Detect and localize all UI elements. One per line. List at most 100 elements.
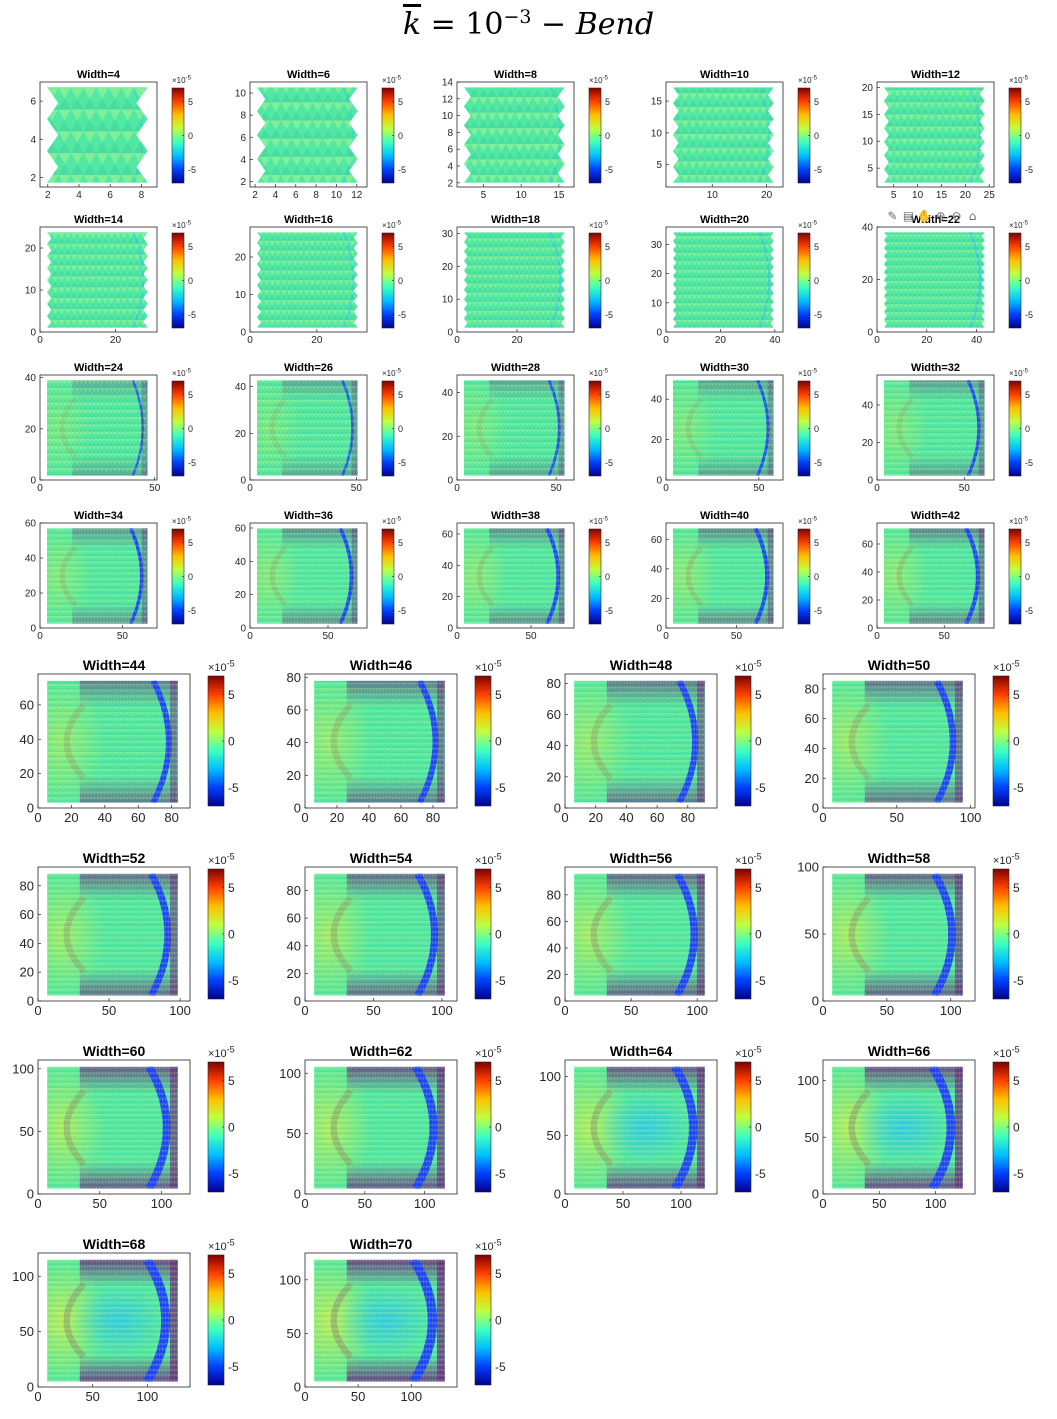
axes-box: [876, 374, 995, 481]
edge-notch: [770, 293, 774, 302]
x-tick-label: 12: [351, 190, 363, 201]
colorbar-tick-label: 0: [605, 572, 610, 582]
x-tick-label: 20: [960, 190, 972, 201]
colorbar-tick-label: 0: [188, 424, 193, 434]
x-tick-label: 50: [322, 631, 334, 642]
colorbar-tick-label: 5: [1025, 538, 1030, 548]
y-tick-label: 40: [547, 940, 561, 955]
y-tick-label: 0: [294, 994, 301, 1009]
panel-width-6: Width=6 2 4 6 8 10 12 2 4 6 8 10 5 0 -5 ×10-5: [218, 66, 423, 211]
x-tick-label: 8: [139, 190, 145, 201]
title-k-symbol: k: [402, 7, 422, 42]
edge-notch: [257, 135, 266, 159]
edge-notch: [353, 242, 358, 254]
colorbar-tick-label: 5: [228, 1267, 235, 1281]
y-tick-label: 8: [447, 128, 453, 139]
edge-notch: [981, 303, 985, 312]
colorbar-tick-label: 0: [495, 1314, 502, 1328]
home-icon[interactable]: ⌂: [968, 209, 977, 223]
y-tick-label: 60: [862, 540, 874, 551]
colorbar-exponent: ×10-5: [1009, 369, 1029, 379]
colorbar-tick-label: 5: [814, 242, 819, 252]
colorbar-tick-label: 0: [188, 276, 193, 286]
edge-notch: [143, 256, 148, 269]
panel-title: Width=22: [911, 214, 960, 226]
edge-notch: [143, 291, 148, 304]
edge-notch: [673, 249, 677, 259]
panel-width-58: Width=58 0 50 100 0 50 100 5 0 -5 ×10-5: [793, 843, 1055, 1033]
edge-notch: [353, 317, 358, 328]
panel-title: Width=24: [74, 362, 124, 374]
edge-notch: [561, 232, 565, 242]
colorbar: [992, 675, 1010, 807]
x-tick-label: 0: [301, 810, 308, 825]
y-tick-label: 0: [30, 476, 36, 487]
y-tick-label: 0: [294, 801, 301, 816]
heatmap-field: [314, 1066, 445, 1189]
axes-box: [37, 1059, 191, 1195]
axes-box: [564, 673, 718, 809]
edge-notch: [464, 241, 468, 252]
y-tick-label: 50: [547, 1128, 561, 1143]
colorbar-exponent: ×10-5: [798, 517, 818, 527]
edge-notch: [349, 111, 358, 136]
y-tick-label: 0: [240, 624, 246, 635]
colorbar-tick-label: -5: [605, 606, 613, 616]
panel-title: Width=14: [74, 214, 124, 226]
x-tick-label: 10: [516, 190, 528, 201]
axes-box: [564, 866, 718, 1002]
lattice-texture: [884, 232, 985, 328]
colorbar-exponent: ×10-5: [475, 658, 502, 674]
edge-notch: [673, 319, 677, 328]
axes-box: [456, 226, 575, 333]
colorbar-exponent: ×10-5: [172, 76, 192, 86]
edge-notch: [464, 232, 468, 242]
edge-notch: [884, 169, 889, 183]
colorbar-tick-label: -5: [814, 165, 822, 175]
lattice-texture: [464, 87, 565, 183]
x-tick-label: 50: [85, 1389, 99, 1404]
colorbar-exponent: ×10-5: [993, 851, 1020, 867]
panel-title: Width=18: [491, 214, 540, 226]
datatip-icon[interactable]: ▤: [902, 209, 915, 223]
x-tick-label: 50: [525, 631, 537, 642]
y-tick-label: 0: [294, 1380, 301, 1395]
colorbar-tick-label: 0: [1025, 131, 1030, 141]
panel-title: Width=12: [911, 69, 960, 81]
edge-notch: [557, 144, 565, 164]
axes-box: [304, 1252, 458, 1388]
x-tick-label: 0: [247, 483, 253, 494]
pan-icon[interactable]: ✋: [917, 209, 932, 223]
heatmap-field: [257, 380, 358, 476]
edge-notch: [464, 289, 468, 300]
colorbar-exponent: ×10-5: [589, 76, 609, 86]
y-tick-label: 40: [287, 938, 301, 953]
panel-title: Width=46: [350, 657, 413, 673]
brush-icon[interactable]: ✎: [887, 209, 898, 223]
lattice-texture: [47, 232, 148, 328]
x-tick-label: 20: [511, 335, 523, 346]
colorbar: [207, 675, 225, 807]
edge-notch: [143, 303, 148, 316]
edge-notch: [257, 285, 261, 296]
x-tick-label: 0: [874, 335, 880, 346]
panel-title: Width=6: [287, 69, 330, 81]
zoom-in-icon[interactable]: ⊕: [935, 209, 946, 223]
y-tick-label: 40: [651, 564, 663, 575]
y-tick-label: 30: [651, 240, 663, 251]
y-tick-label: 10: [651, 298, 663, 309]
colorbar-tick-label: -5: [814, 458, 822, 468]
colorbar-tick-label: 5: [188, 538, 193, 548]
colorbar-exponent: ×10-5: [475, 1044, 502, 1060]
colorbar-exponent: ×10-5: [382, 76, 402, 86]
colorbar-tick-label: 0: [814, 572, 819, 582]
heatmap-field: [464, 87, 565, 183]
colorbar-tick-label: 5: [188, 97, 193, 107]
zoom-out-icon[interactable]: ⊖: [951, 209, 962, 223]
panel-width-30: Width=30 0 50 0 20 40 5 0 -5 ×10-5: [634, 359, 839, 504]
y-tick-label: 80: [287, 883, 301, 898]
edge-notch: [464, 260, 468, 271]
axes-box: [39, 374, 158, 481]
x-tick-label: 20: [715, 335, 727, 346]
